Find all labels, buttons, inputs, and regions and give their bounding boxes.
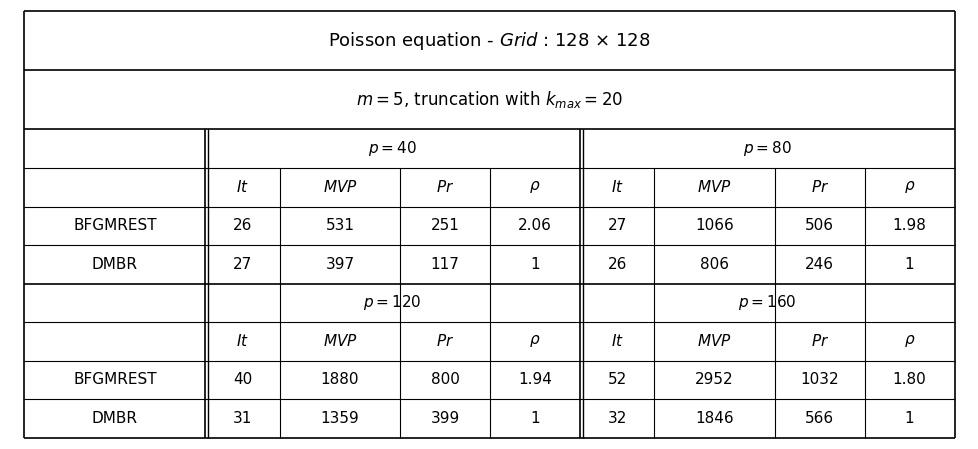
Text: $MVP$: $MVP$ — [323, 334, 357, 349]
Text: $p = 40$: $p = 40$ — [368, 139, 417, 158]
Text: 27: 27 — [607, 218, 626, 233]
Text: $p = 120$: $p = 120$ — [363, 293, 422, 313]
Text: $It$: $It$ — [236, 334, 248, 349]
Text: 1: 1 — [530, 257, 539, 272]
Text: $It$: $It$ — [610, 179, 623, 195]
Text: 1880: 1880 — [321, 373, 359, 387]
Text: DMBR: DMBR — [92, 411, 138, 426]
Text: BFGMREST: BFGMREST — [73, 373, 156, 387]
Text: 1.80: 1.80 — [892, 373, 925, 387]
Text: 566: 566 — [804, 411, 833, 426]
Text: $MVP$: $MVP$ — [696, 179, 732, 195]
Text: 251: 251 — [430, 218, 459, 233]
Text: $p = 160$: $p = 160$ — [737, 293, 796, 313]
Text: 806: 806 — [699, 257, 729, 272]
Text: 506: 506 — [805, 218, 833, 233]
Text: 397: 397 — [325, 257, 354, 272]
Text: $\rho$: $\rho$ — [903, 334, 914, 349]
Text: 1.98: 1.98 — [892, 218, 925, 233]
Text: 1: 1 — [530, 411, 539, 426]
Text: 27: 27 — [233, 257, 252, 272]
Text: $MVP$: $MVP$ — [323, 179, 357, 195]
Text: $It$: $It$ — [610, 334, 623, 349]
Text: DMBR: DMBR — [92, 257, 138, 272]
Text: $p = 80$: $p = 80$ — [742, 139, 791, 158]
Text: $Pr$: $Pr$ — [810, 334, 828, 349]
Text: 26: 26 — [606, 257, 626, 272]
Text: 1: 1 — [904, 411, 913, 426]
Text: $m = 5$, truncation with $k_{max} = 20$: $m = 5$, truncation with $k_{max} = 20$ — [356, 89, 622, 110]
Text: BFGMREST: BFGMREST — [73, 218, 156, 233]
Text: $Pr$: $Pr$ — [435, 334, 454, 349]
Text: $\rho$: $\rho$ — [529, 179, 540, 195]
Text: $\rho$: $\rho$ — [529, 334, 540, 349]
Text: 1359: 1359 — [320, 411, 359, 426]
Text: $MVP$: $MVP$ — [696, 334, 732, 349]
Text: 800: 800 — [430, 373, 459, 387]
Text: 52: 52 — [607, 373, 626, 387]
Text: 31: 31 — [233, 411, 252, 426]
Text: $Pr$: $Pr$ — [435, 179, 454, 195]
Text: 1.94: 1.94 — [517, 373, 552, 387]
Text: 531: 531 — [325, 218, 354, 233]
Text: 2952: 2952 — [694, 373, 734, 387]
Text: 2.06: 2.06 — [517, 218, 552, 233]
Text: Poisson equation - $\mathit{Grid}$ : 128 $\times$ 128: Poisson equation - $\mathit{Grid}$ : 128… — [328, 30, 650, 52]
Text: 40: 40 — [233, 373, 252, 387]
Text: 1066: 1066 — [694, 218, 734, 233]
Text: 1032: 1032 — [800, 373, 838, 387]
Text: 26: 26 — [233, 218, 252, 233]
Text: $\rho$: $\rho$ — [903, 179, 914, 195]
Text: $It$: $It$ — [236, 179, 248, 195]
Text: 1846: 1846 — [694, 411, 734, 426]
Text: 399: 399 — [430, 411, 460, 426]
Text: 32: 32 — [606, 411, 626, 426]
Text: $Pr$: $Pr$ — [810, 179, 828, 195]
Text: 117: 117 — [430, 257, 459, 272]
Text: 246: 246 — [805, 257, 833, 272]
Text: 1: 1 — [904, 257, 913, 272]
